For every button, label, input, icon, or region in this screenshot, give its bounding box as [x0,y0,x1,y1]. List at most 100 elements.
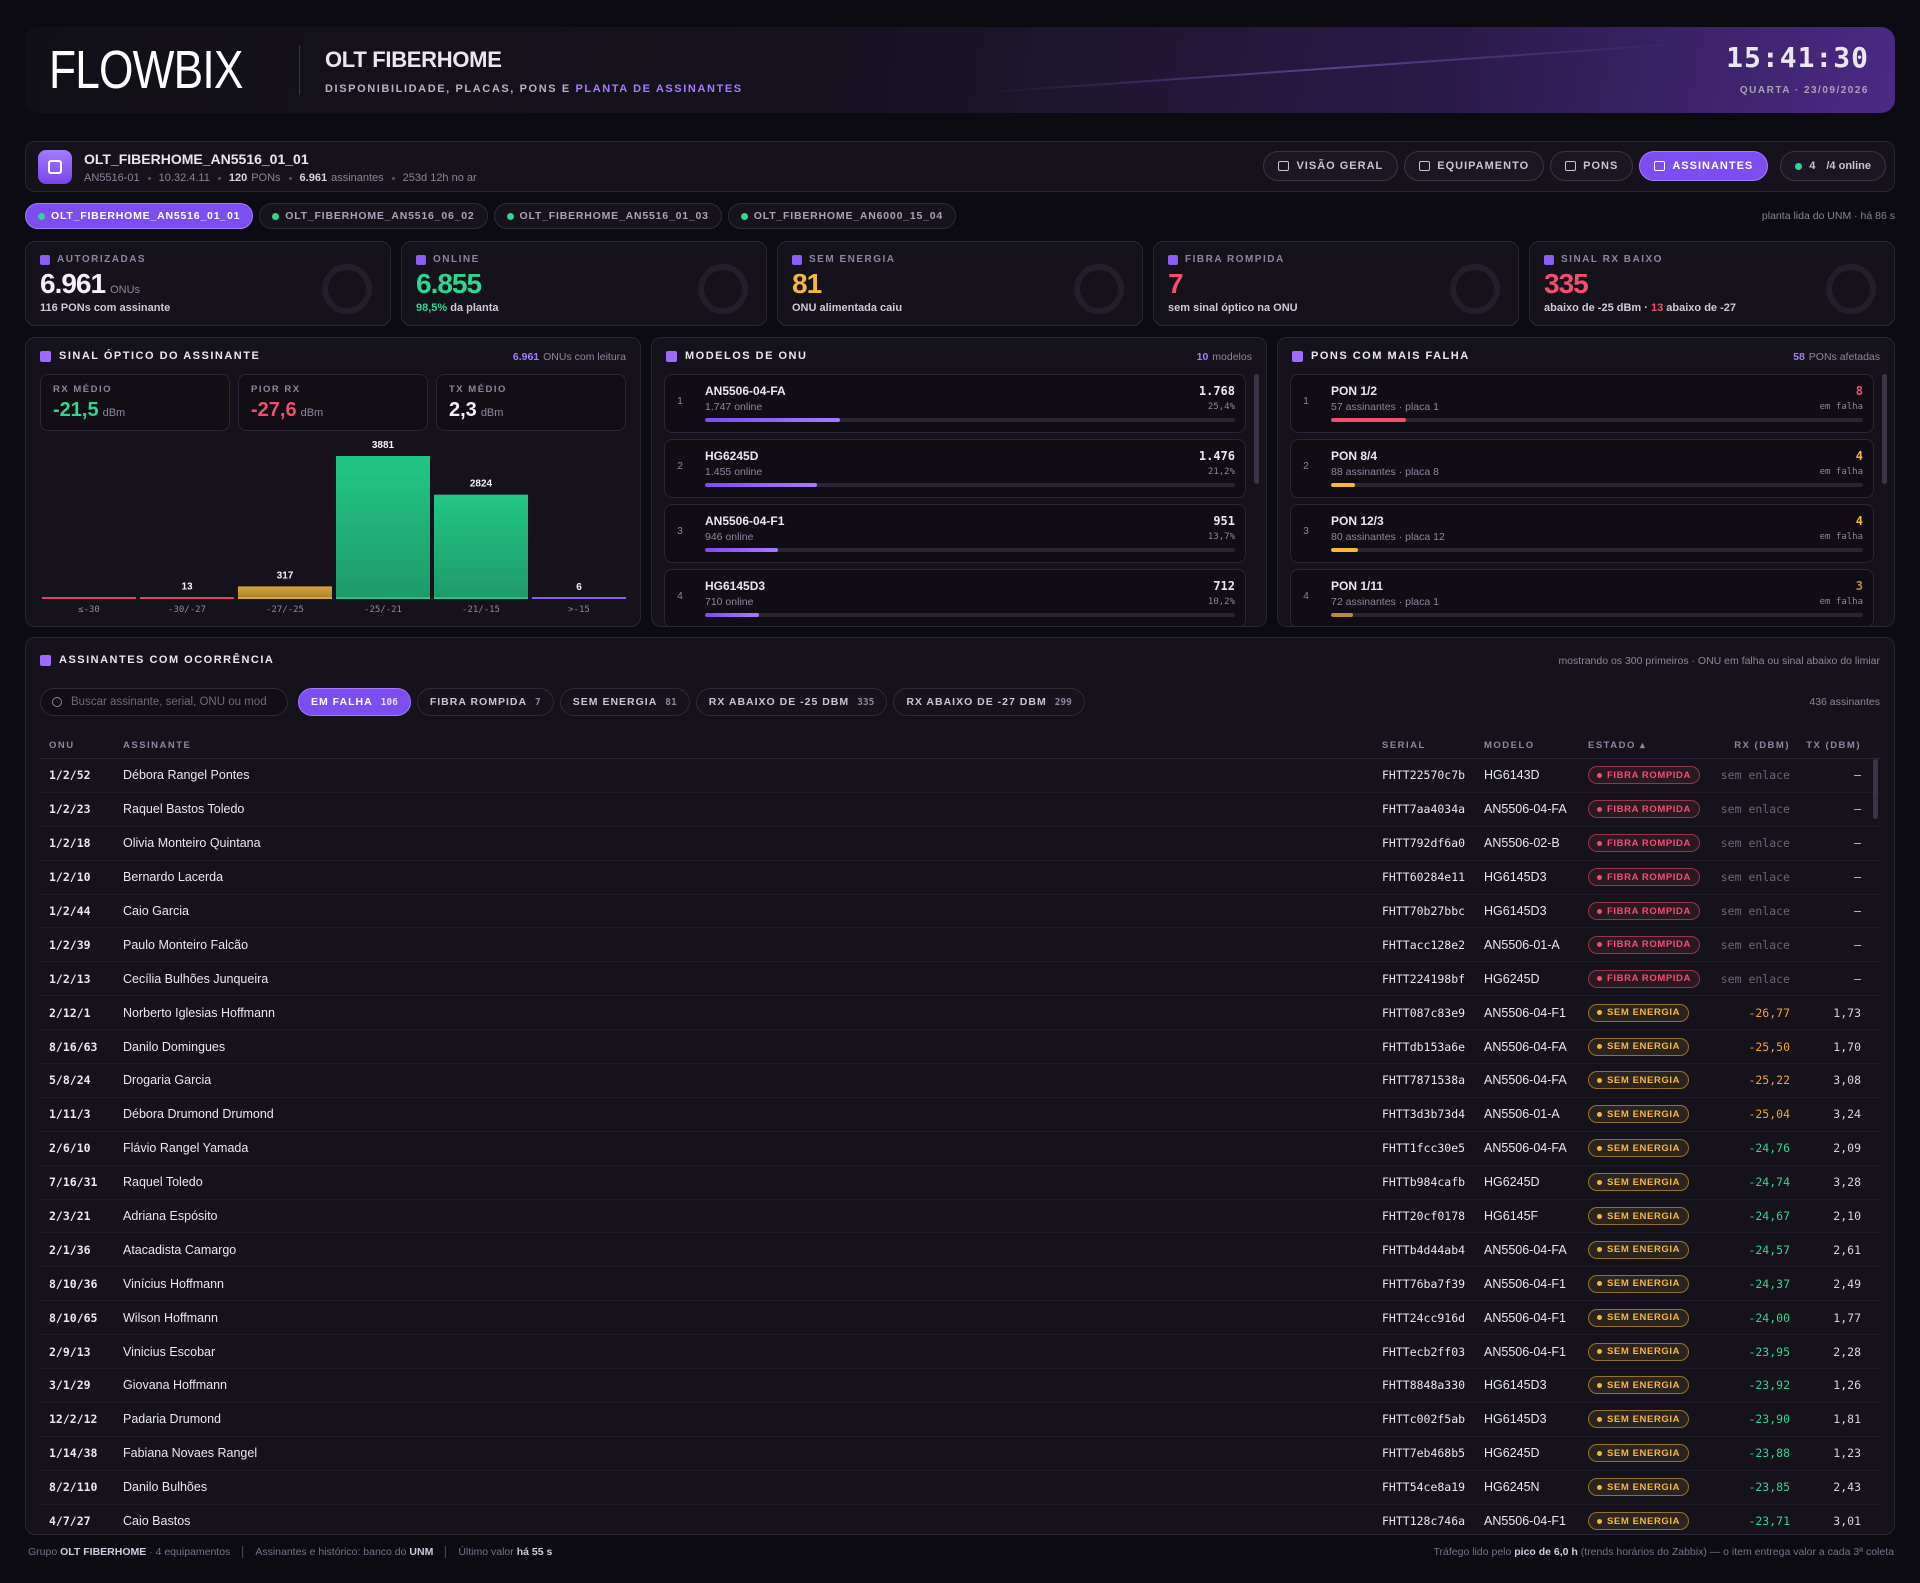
pon-name: PON 8/4 [1331,449,1378,463]
subtitle-highlight: PLANTA DE ASSINANTES [575,83,743,95]
serial: FHTT792df6a0 [1382,836,1466,851]
footer-text: UNM [409,1546,434,1558]
table-row: 1/11/3 Débora Drumond Drumond FHTT3d3b73d4… [40,1098,1880,1132]
tx: 1,23 [1833,1446,1861,1461]
status-cell: SEM ENERGIA [1588,1274,1718,1293]
subscriber-name: Olivia Monteiro Quintana [123,836,261,851]
onu: 1/2/18 [49,836,91,851]
status-pill: SEM ENERGIA [1588,1207,1690,1226]
status-text: FIBRA ROMPIDA [1607,939,1691,951]
tab[interactable]: VISÃO GERAL [1263,151,1399,181]
filter[interactable]: EM FALHA 106 [298,688,411,716]
pon-failures-label: em falha [1819,402,1863,412]
pon-failures: 4 [1855,449,1863,463]
kpi-decoration [322,264,372,314]
serial: FHTT7aa4034a [1382,802,1466,817]
device-chip[interactable]: OLT_FIBERHOME_AN5516_06_02 [259,203,488,229]
panel-note: 58 PONs afetadas [1793,351,1880,363]
column-header: RX (DBM) [1734,739,1790,751]
tab-icon [1278,161,1290,171]
kpi-number: 6.961 [40,268,106,299]
pon-detail: 57 assinantes · placa 1 [1331,401,1439,413]
footer-text: OLT FIBERHOME [60,1546,147,1558]
device-chip[interactable]: OLT_FIBERHOME_AN5516_01_03 [493,203,722,229]
status-cell: SEM ENERGIA [1588,1308,1718,1327]
footer-group: Último valor há 55 s [445,1546,564,1558]
pon-failures-label: em falha [1819,532,1863,542]
device-chip[interactable]: OLT_FIBERHOME_AN6000_15_04 [727,203,957,229]
kpi-label: AUTORIZADAS [40,254,146,265]
subscriber-name: Caio Garcia [123,904,189,918]
subscriber-name: Vinícius Hoffmann [123,1276,224,1291]
footer-text: · 4 equipamentos [146,1546,231,1558]
status-text: SEM ENERGIA [1607,1007,1681,1019]
device-name: OLT_FIBERHOME_AN5516_01_01 [84,151,309,167]
filter-count: 81 [665,696,677,708]
scrollbar [1882,374,1887,484]
status-pill: SEM ENERGIA [1588,1071,1690,1090]
status-pill: SEM ENERGIA [1588,1376,1690,1395]
model: AN5506-01-A [1484,937,1560,952]
status-cell: SEM ENERGIA [1588,1444,1718,1463]
model: AN5506-04-F1 [1484,1005,1566,1020]
kpi-label-text: SEM ENERGIA [809,254,896,265]
status-pill: SEM ENERGIA [1588,1274,1690,1293]
filter[interactable]: FIBRA ROMPIDA 7 [416,688,554,716]
pon-failures: 3 [1855,579,1863,593]
table-row: 1/2/52 Débora Rangel Pontes FHTT22570c7b HG… [40,759,1880,793]
tab[interactable]: EQUIPAMENTO [1404,151,1545,181]
serial: FHTT1fcc30e5 [1382,1141,1466,1156]
filter[interactable]: SEM ENERGIA 81 [559,688,690,716]
failure-bar [1331,483,1356,487]
rank: 4 [1303,591,1309,602]
rx: -25,04 [1748,1107,1790,1122]
bar-label: 317 [277,570,294,581]
device-chip[interactable]: OLT_FIBERHOME_AN5516_01_01 [25,203,254,229]
pon-item: 4 PON 1/11 72 assinantes · placa 1 3 em falh… [1290,569,1874,626]
kpi-label-text: SINAL RX BAIXO [1561,254,1663,265]
status-pill: SEM ENERGIA [1588,1003,1690,1022]
status-text: SEM ENERGIA [1607,1142,1681,1154]
tx: 1,81 [1833,1412,1861,1427]
onu: 1/14/38 [49,1446,98,1461]
status-text: FIBRA ROMPIDA [1607,803,1691,815]
search-box[interactable]: Buscar assinante, serial, ONU ou mod [40,688,288,716]
rx: -24,37 [1748,1276,1790,1291]
pons-count: 120 [228,172,248,184]
tab[interactable]: PONS [1550,151,1634,181]
pon-name: PON 1/2 [1331,384,1378,398]
online-total: /4 online [1826,160,1871,172]
kpi-card: FIBRA ROMPIDA 7 sem sinal óptico na ONU [1153,241,1519,326]
pon-name: PON 12/3 [1331,514,1384,528]
serial: FHTT087c83e9 [1382,1005,1466,1020]
model-online: 1.455 online [705,466,763,478]
rank: 4 [677,591,683,602]
scrollbar [1873,759,1878,819]
serial: FHTT8848a330 [1382,1378,1466,1393]
tab[interactable]: ASSINANTES [1639,151,1769,181]
panel-title: MODELOS DE ONU [666,350,807,362]
device-meta: AN5516-01 10.32.4.11 120 PONs 6.961 assinante… [84,172,477,184]
column-header: SERIAL [1382,739,1426,751]
onu: 1/2/23 [49,802,91,817]
tx: — [1854,904,1861,918]
tx: — [1854,802,1861,817]
online-badge: 4/4 online [1780,151,1886,181]
filter[interactable]: RX ABAIXO DE -27 DBM 299 [893,688,1085,716]
tx: — [1854,836,1861,851]
subscriber-name: Débora Drumond Drumond [123,1107,274,1122]
filter-label: RX ABAIXO DE -27 DBM [906,696,1047,708]
panel-note-text: PONs afetadas [1808,351,1880,363]
chip-label: OLT_FIBERHOME_AN5516_06_02 [285,210,475,222]
table-row: 2/6/10 Flávio Rangel Yamada FHTT1fcc30e5 AN… [40,1132,1880,1166]
status-dot [1597,1450,1602,1456]
status-text: SEM ENERGIA [1607,1074,1681,1086]
kpi-card: ONLINE 6.855 98,5% da planta [401,241,767,326]
onu: 2/3/21 [49,1209,91,1224]
status-cell: SEM ENERGIA [1588,1512,1718,1531]
subtitle: DISPONIBILIDADE, PLACAS, PONS E PLANTA D… [325,83,743,95]
onu: 8/10/36 [49,1276,98,1291]
histogram: ≤-30 13 -30/-27 317 -27/-25 3881 -25/-21 2824 -2… [42,440,626,615]
filter[interactable]: RX ABAIXO DE -25 DBM 335 [695,688,888,716]
status-dot [1597,806,1602,812]
